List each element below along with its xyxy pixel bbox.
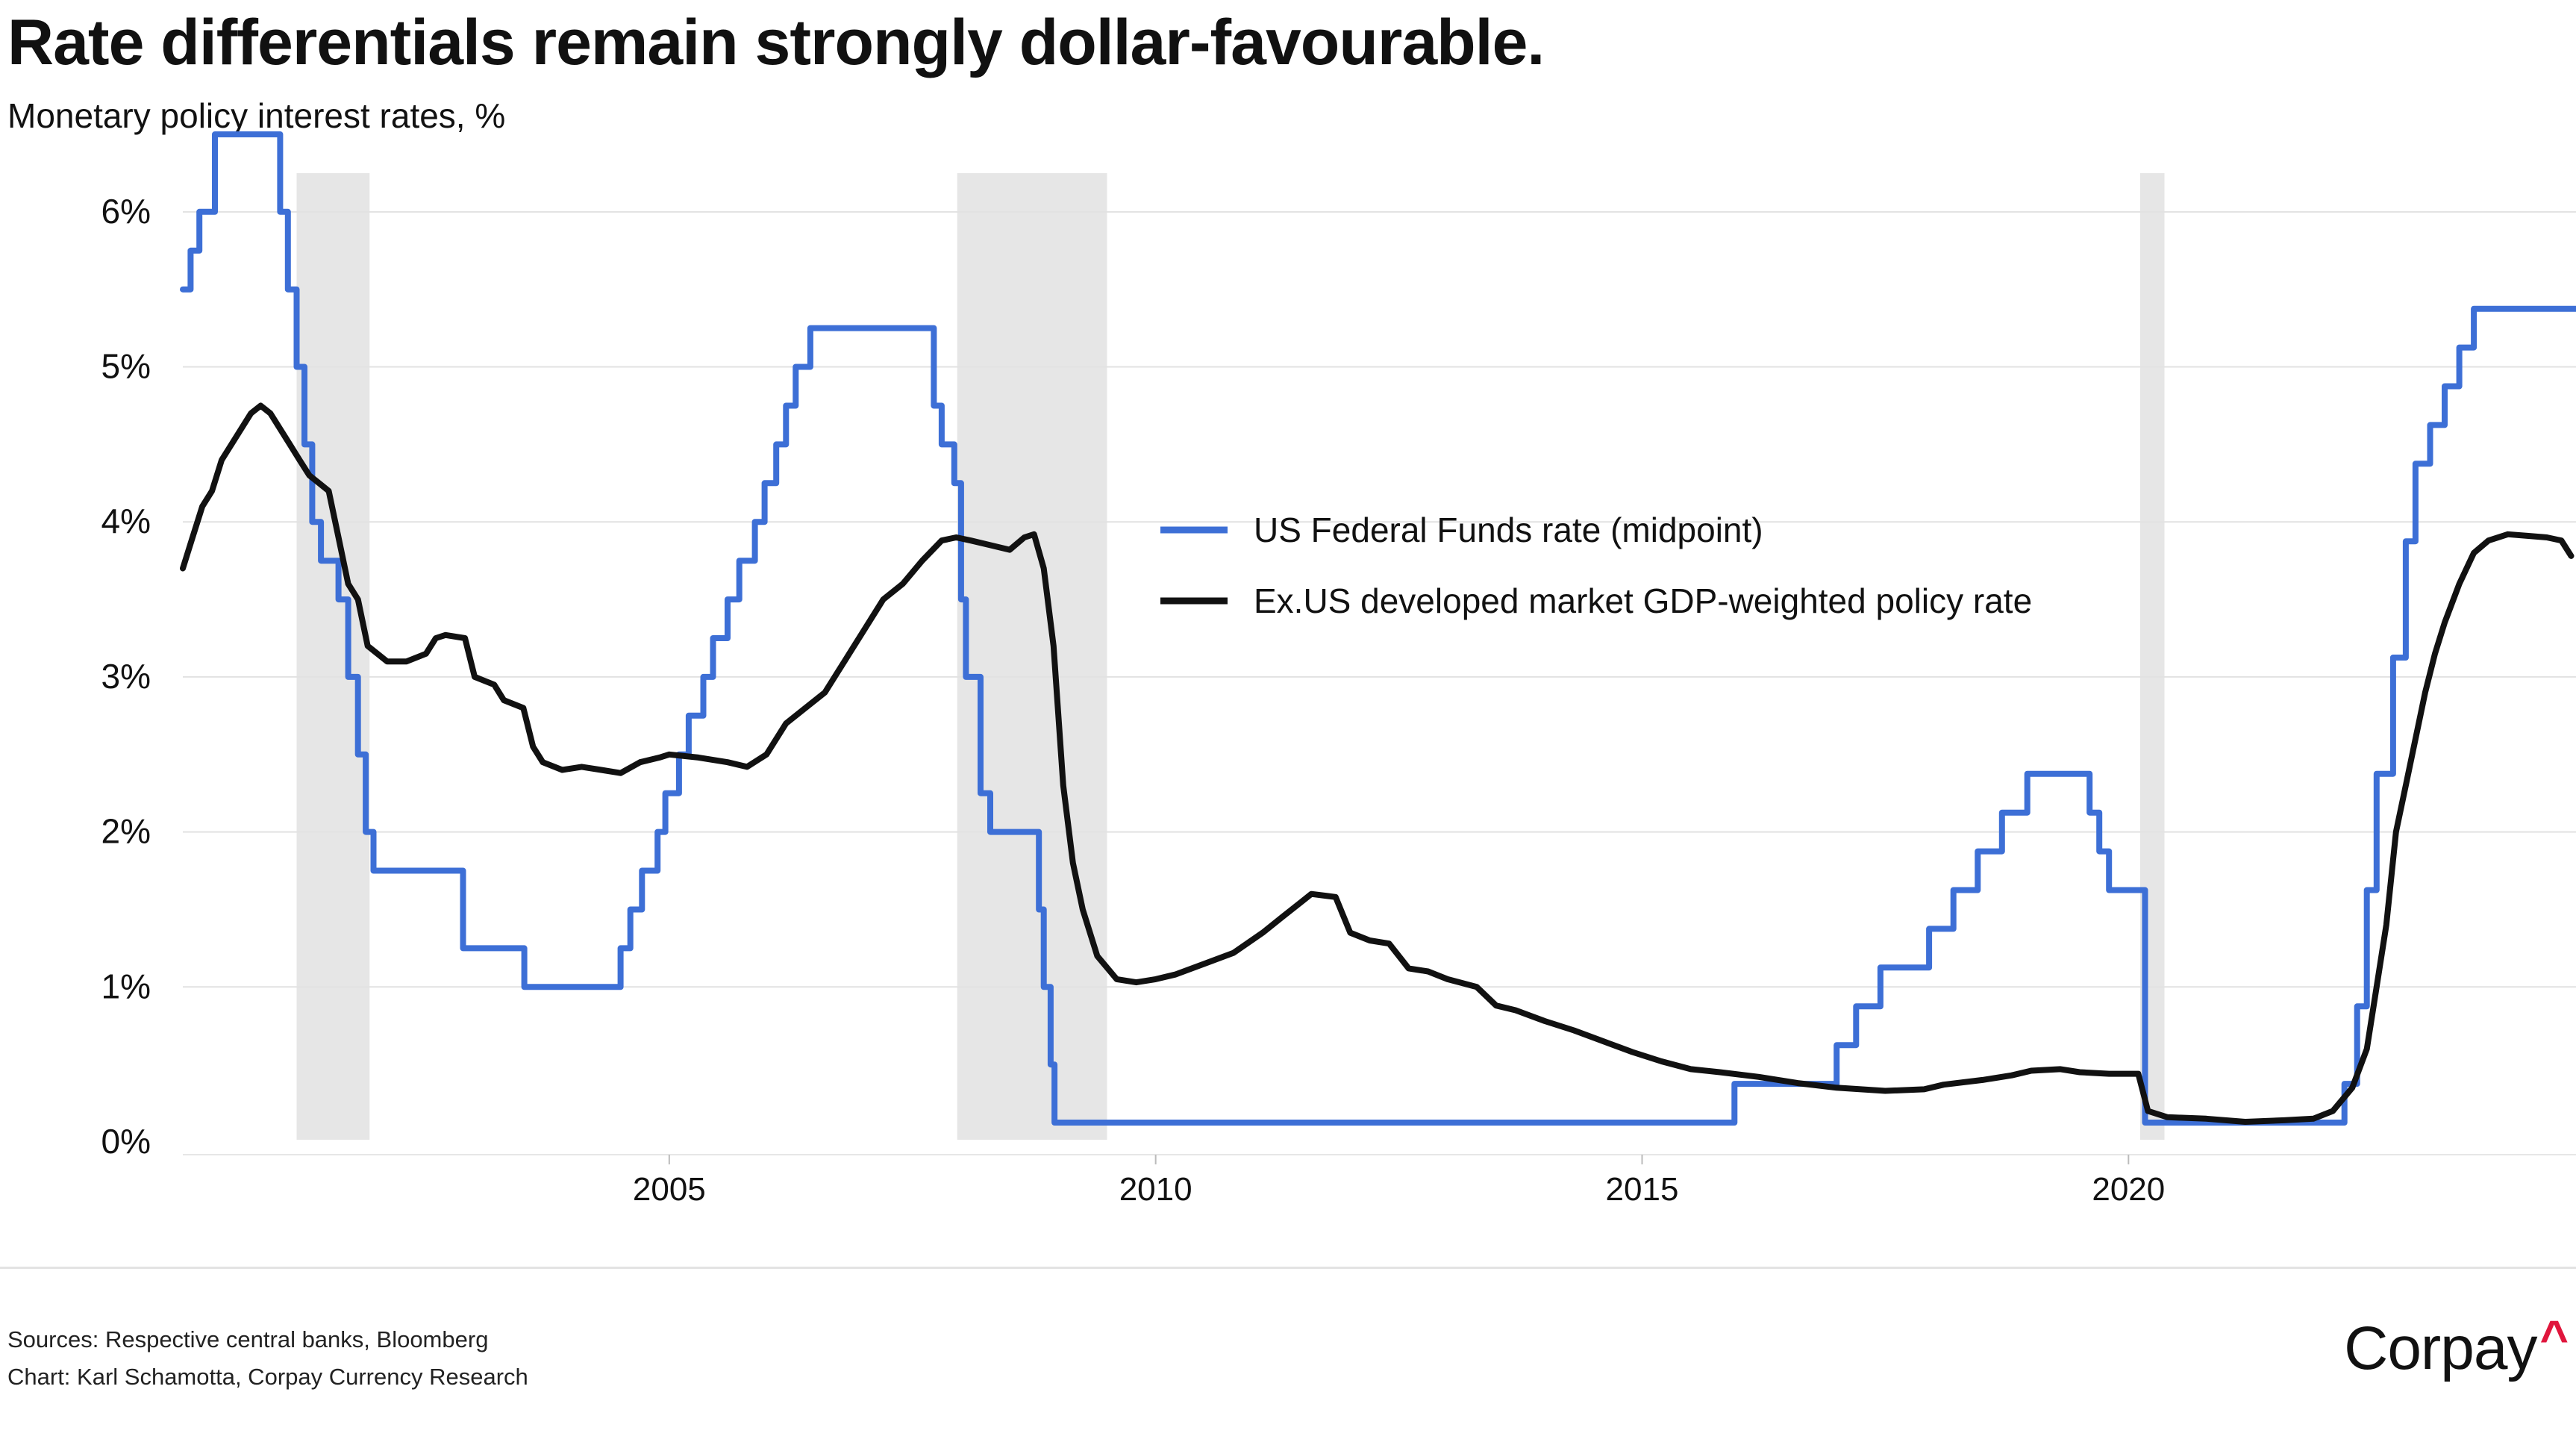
gridlines bbox=[183, 210, 2576, 988]
legend-label: US Federal Funds rate (midpoint) bbox=[1254, 511, 1763, 549]
y-tick-label: 2% bbox=[101, 812, 151, 851]
x-tick-label: 2005 bbox=[633, 1171, 706, 1208]
chart-footer-notes: Sources: Respective central banks, Bloom… bbox=[7, 1321, 528, 1396]
series-line-exus-dm-policy bbox=[180, 402, 2575, 1125]
legend-label: Ex.US developed market GDP-weighted poli… bbox=[1254, 581, 2032, 620]
logo-wordmark: Corpay bbox=[2344, 1314, 2537, 1382]
logo-caret-icon: ^ bbox=[2539, 1310, 2569, 1365]
footer-divider bbox=[0, 1267, 2576, 1269]
recession-band bbox=[296, 173, 370, 1140]
series-lines bbox=[180, 131, 2576, 1126]
y-tick-label: 4% bbox=[101, 502, 151, 540]
y-tick-label: 5% bbox=[101, 347, 151, 386]
line-chart: 0% 1% 2% 3% 4% 5% 6% 2005 2010 2015 2020 US Feder… bbox=[101, 131, 2576, 1208]
chart-credit-note: Chart: Karl Schamotta, Corpay Currency R… bbox=[7, 1364, 528, 1390]
legend: US Federal Funds rate (midpoint) Ex.US de… bbox=[1160, 511, 2032, 620]
x-axis: 2005 2010 2015 2020 bbox=[183, 1154, 2576, 1208]
chart-subtitle: Monetary policy interest rates, % bbox=[7, 96, 506, 135]
y-tick-label: 0% bbox=[101, 1122, 151, 1161]
recession-band bbox=[957, 173, 1107, 1140]
x-tick-label: 2015 bbox=[1606, 1171, 1679, 1208]
recession-shading bbox=[296, 173, 2165, 1140]
y-tick-label: 1% bbox=[101, 967, 151, 1005]
y-axis: 0% 1% 2% 3% 4% 5% 6% bbox=[101, 192, 151, 1161]
x-tick-label: 2020 bbox=[2092, 1171, 2165, 1208]
sources-note: Sources: Respective central banks, Bloom… bbox=[7, 1326, 489, 1352]
corpay-logo: Corpay ^ bbox=[2344, 1310, 2569, 1384]
y-tick-label: 3% bbox=[101, 657, 151, 696]
chart-title: Rate differentials remain strongly dolla… bbox=[7, 7, 1545, 78]
y-tick-label: 6% bbox=[101, 192, 151, 231]
x-tick-label: 2010 bbox=[1119, 1171, 1192, 1208]
series-line-us-fed-funds bbox=[180, 131, 2576, 1126]
